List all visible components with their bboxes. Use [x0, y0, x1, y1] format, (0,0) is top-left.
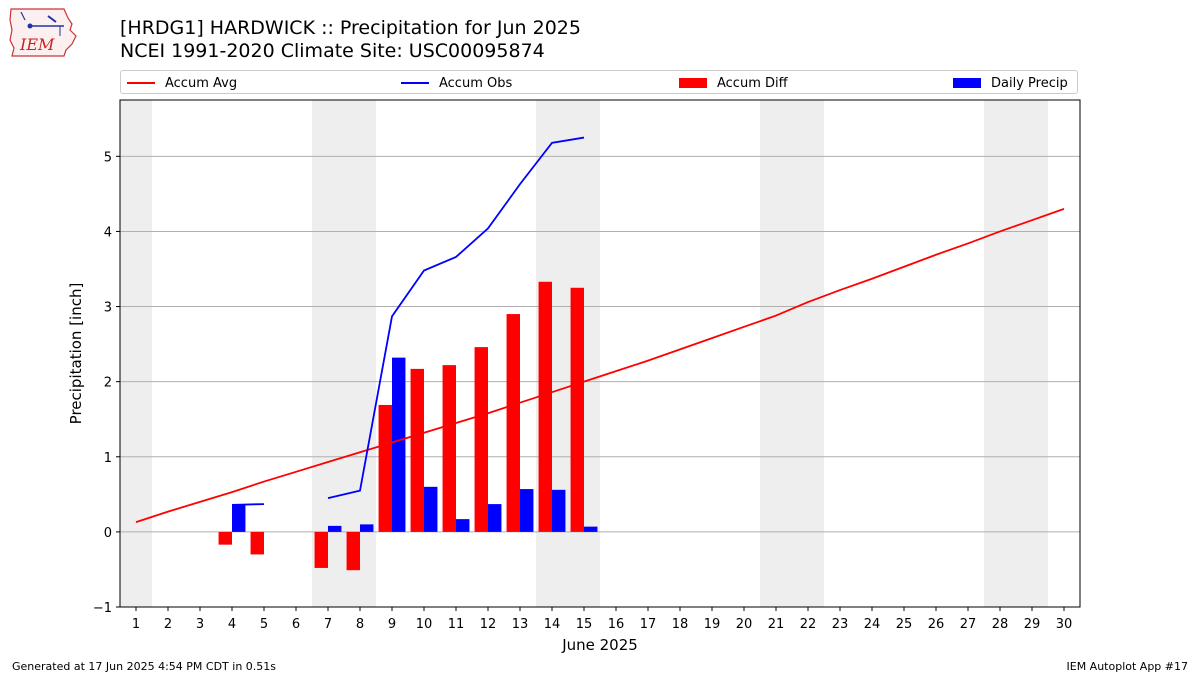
accum-diff-bar — [570, 287, 584, 532]
legend-label: Accum Avg — [165, 75, 238, 91]
x-tick-label: 4 — [228, 617, 236, 632]
legend-item-accum-obs: Accum Obs — [401, 71, 512, 95]
accum-diff-bar — [410, 368, 424, 532]
x-tick-label: 28 — [992, 617, 1009, 632]
x-tick-label: 25 — [896, 617, 913, 632]
legend-swatch — [679, 78, 707, 88]
x-tick-label: 22 — [800, 617, 817, 632]
x-tick-label: 29 — [1024, 617, 1041, 632]
accum-diff-bar — [250, 531, 264, 555]
daily-precip-bar — [456, 519, 470, 532]
x-tick-label: 19 — [704, 617, 721, 632]
x-tick-label: 3 — [196, 617, 204, 632]
daily-precip-bar — [328, 525, 342, 532]
generated-timestamp: Generated at 17 Jun 2025 4:54 PM CDT in … — [12, 660, 277, 673]
y-tick-label: 3 — [104, 301, 112, 316]
daily-precip-bar — [584, 526, 598, 532]
iem-logo: IEM — [9, 8, 77, 57]
x-tick-label: 30 — [1056, 617, 1073, 632]
y-tick-label: 5 — [104, 150, 112, 165]
x-axis-title: June 2025 — [561, 636, 638, 654]
y-tick-label: 2 — [104, 376, 112, 391]
legend-swatch — [953, 78, 981, 88]
x-tick-label: 20 — [736, 617, 753, 632]
accum-diff-bar — [474, 347, 488, 532]
daily-precip-bar — [232, 504, 246, 532]
daily-precip-bar — [520, 489, 534, 532]
x-tick-label: 9 — [388, 617, 396, 632]
daily-precip-bar — [360, 524, 374, 532]
chart-legend: Accum Avg Accum Obs Accum Diff Daily Pre… — [120, 70, 1078, 94]
accum-obs-line — [327, 136, 585, 499]
x-tick-label: 7 — [324, 617, 332, 632]
legend-label: Accum Obs — [439, 75, 513, 91]
weekend-band — [120, 100, 152, 607]
chart-title: [HRDG1] HARDWICK :: Precipitation for Ju… — [120, 17, 581, 39]
legend-swatch — [401, 82, 429, 84]
legend-item-accum-avg: Accum Avg — [127, 71, 237, 95]
chart-subtitle: NCEI 1991-2020 Climate Site: USC00095874 — [120, 40, 545, 62]
y-tick-label: 1 — [104, 451, 112, 466]
x-tick-label: 21 — [768, 617, 785, 632]
x-tick-label: 23 — [832, 617, 849, 632]
daily-precip-bar — [552, 489, 566, 532]
x-tick-label: 17 — [640, 617, 657, 632]
accum-diff-bar — [314, 531, 328, 568]
accum-avg-line — [135, 208, 1065, 523]
accum-diff-bar — [378, 404, 392, 532]
legend-label: Daily Precip — [991, 75, 1068, 91]
iem-logo-text: IEM — [19, 35, 55, 54]
x-tick-label: 13 — [512, 617, 529, 632]
x-tick-label: 14 — [544, 617, 561, 632]
accum-diff-bar — [346, 531, 360, 571]
y-tick-label: 0 — [104, 526, 112, 541]
app-id-label: IEM Autoplot App #17 — [1066, 660, 1189, 673]
x-tick-label: 1 — [132, 617, 140, 632]
x-tick-label: 24 — [864, 617, 881, 632]
x-tick-label: 16 — [608, 617, 625, 632]
x-tick-label: 26 — [928, 617, 945, 632]
x-tick-label: 6 — [292, 617, 300, 632]
daily-precip-bar — [392, 357, 406, 532]
x-tick-label: 5 — [260, 617, 268, 632]
accum-obs-line — [231, 503, 265, 506]
weekend-band — [760, 100, 824, 607]
accum-diff-bar — [442, 365, 456, 532]
x-tick-label: 8 — [356, 617, 364, 632]
x-tick-label: 2 — [164, 617, 172, 632]
daily-precip-bar — [424, 486, 438, 532]
x-tick-label: 27 — [960, 617, 977, 632]
legend-swatch — [127, 82, 155, 84]
x-tick-label: 10 — [416, 617, 433, 632]
x-tick-label: 11 — [448, 617, 465, 632]
accum-diff-bar — [506, 314, 520, 532]
daily-precip-bar — [488, 504, 502, 532]
legend-item-daily-precip: Daily Precip — [953, 71, 1068, 95]
y-tick-label: −1 — [93, 601, 112, 616]
legend-item-accum-diff: Accum Diff — [679, 71, 788, 95]
accum-diff-bar — [218, 531, 232, 545]
weekend-band — [312, 100, 376, 607]
accum-diff-bar — [538, 281, 552, 532]
x-tick-label: 12 — [480, 617, 497, 632]
y-tick-label: 4 — [104, 225, 112, 240]
x-tick-label: 15 — [576, 617, 593, 632]
y-axis-title: Precipitation [inch] — [67, 283, 85, 425]
plot-frame — [119, 99, 1081, 608]
legend-label: Accum Diff — [717, 75, 788, 91]
weekend-band — [984, 100, 1048, 607]
x-tick-label: 18 — [672, 617, 689, 632]
